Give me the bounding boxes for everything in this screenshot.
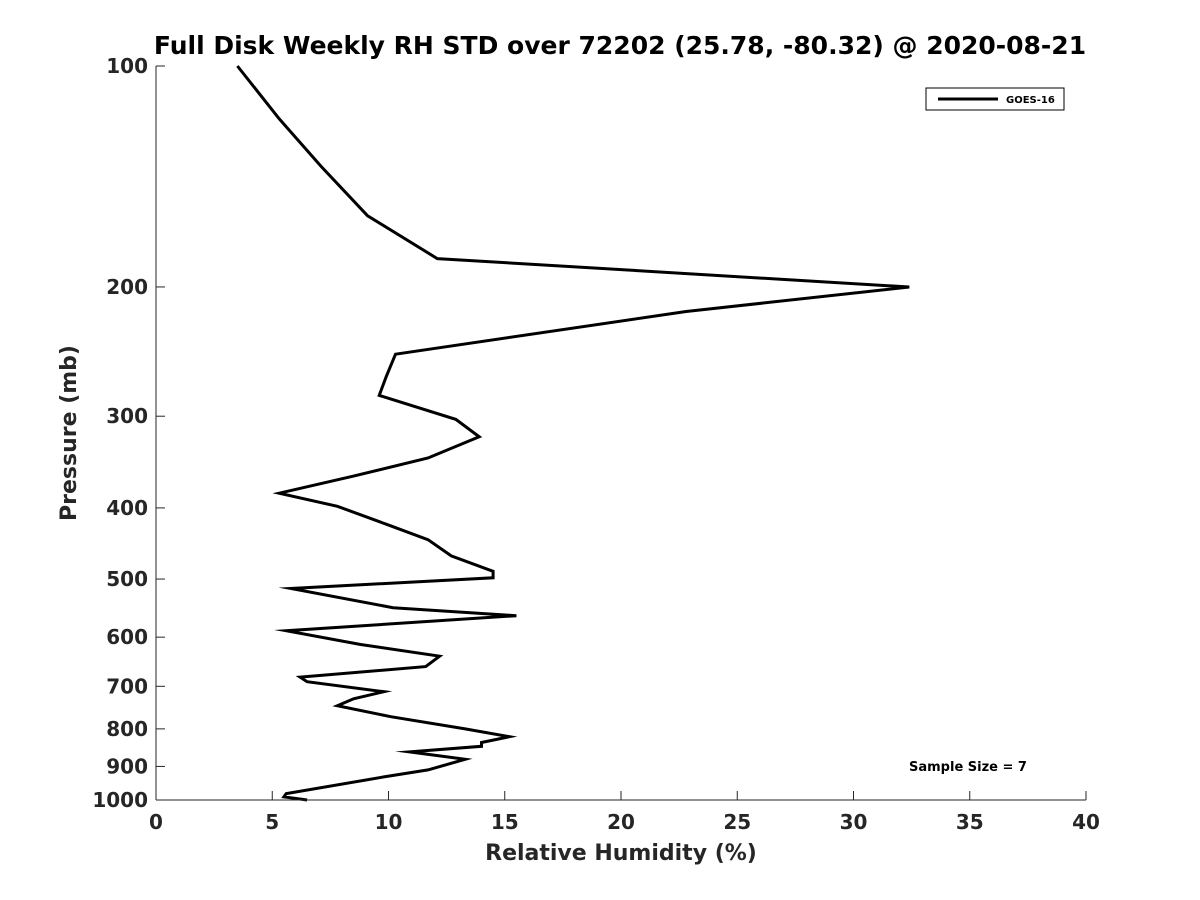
y-tick-label: 1000	[92, 788, 148, 812]
y-tick-label: 400	[106, 496, 148, 520]
y-axis: 100 200 300 400 500 600 700 800 900 1000	[92, 54, 165, 812]
x-tick-label: 25	[723, 810, 751, 834]
x-tick-label: 40	[1072, 810, 1100, 834]
y-tick-label: 300	[106, 404, 148, 428]
y-tick-label: 100	[106, 54, 148, 78]
x-tick-label: 10	[375, 810, 403, 834]
legend-label-goes-16: GOES-16	[1006, 95, 1055, 106]
chart-title: Full Disk Weekly RH STD over 72202 (25.7…	[154, 31, 1086, 60]
plot-area	[236, 65, 910, 802]
legend: GOES-16	[925, 87, 1065, 111]
x-tick-label: 15	[491, 810, 519, 834]
y-tick-label: 800	[106, 717, 148, 741]
y-tick-label: 700	[106, 674, 148, 698]
y-axis-label: Pressure (mb)	[57, 345, 82, 521]
x-axis: 0 5 10 15 20 25 30 35 40	[149, 791, 1100, 834]
x-tick-label: 0	[149, 810, 163, 834]
x-tick-label: 30	[840, 810, 868, 834]
x-axis-label: Relative Humidity (%)	[485, 841, 757, 866]
y-tick-label: 500	[106, 567, 148, 591]
y-tick-label: 600	[106, 625, 148, 649]
x-tick-label: 5	[265, 810, 279, 834]
x-tick-label: 20	[607, 810, 635, 834]
x-tick-label: 35	[956, 810, 984, 834]
series-line-goes-16	[236, 65, 910, 802]
y-tick-label: 900	[106, 754, 148, 778]
sample-size-annotation: Sample Size = 7	[909, 760, 1027, 775]
y-tick-label: 200	[106, 275, 148, 299]
